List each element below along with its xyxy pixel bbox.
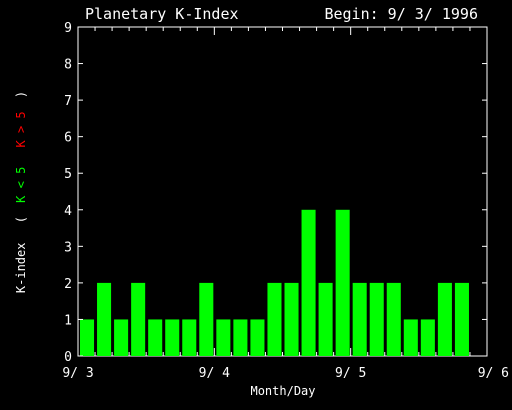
bar: [148, 319, 163, 356]
bar: [97, 282, 112, 356]
svg-text:K-index ( K <: K-index ( K < 5 K > 5 ): [14, 91, 28, 293]
bar: [182, 319, 197, 356]
bar: [437, 282, 452, 356]
bar: [284, 282, 299, 356]
x-axis-label: Month/Day: [250, 384, 315, 398]
y-axis-label: K-index ( K < 5 K > 5 ): [14, 91, 28, 293]
y-tick-label: 7: [64, 94, 72, 109]
y-tick-label: 3: [64, 240, 72, 255]
bar: [199, 282, 214, 356]
bar: [335, 209, 350, 356]
bar: [403, 319, 418, 356]
bar: [216, 319, 231, 356]
chart-title: Planetary K-Index: [85, 5, 239, 23]
y-tick-label: 4: [64, 204, 72, 219]
bar: [114, 319, 129, 356]
y-tick-label: 0: [64, 350, 72, 365]
y-tick-label: 9: [64, 21, 72, 36]
x-tick-label: 9/ 6: [478, 366, 509, 381]
bar: [165, 319, 180, 356]
bar: [420, 319, 435, 356]
bar: [352, 282, 367, 356]
y-axis-ticks: 0 1 2 3 4 5 6 7 8 9: [64, 21, 487, 365]
bar: [386, 282, 401, 356]
y-tick-label: 6: [64, 131, 72, 146]
begin-date: Begin: 9/ 3/ 1996: [324, 5, 478, 23]
bar: [369, 282, 384, 356]
x-axis-ticks: 9/ 3 9/ 4 9/ 5 9/ 6: [62, 27, 509, 381]
x-tick-label: 9/ 4: [199, 366, 230, 381]
y-tick-label: 1: [64, 313, 72, 328]
bar: [80, 319, 95, 356]
bar: [454, 282, 469, 356]
bar: [233, 319, 248, 356]
x-tick-label: 9/ 5: [335, 366, 366, 381]
bar: [301, 209, 316, 356]
bar: [267, 282, 282, 356]
y-axis-label-red-range: K > 5: [14, 111, 28, 147]
y-axis-label-green-range: K < 5: [14, 167, 28, 203]
y-axis-label-close-paren: ): [14, 91, 28, 98]
bar-series: [80, 209, 469, 356]
bar: [318, 282, 333, 356]
y-axis-label-main: K-index: [14, 243, 28, 294]
y-tick-label: 5: [64, 167, 72, 182]
bar: [250, 319, 265, 356]
plot-area: 0 1 2 3 4 5 6 7 8 9 9/ 3 9/ 4 9/ 5 9/ 6: [62, 21, 509, 381]
y-tick-label: 2: [64, 277, 72, 292]
bar: [131, 282, 146, 356]
x-tick-label: 9/ 3: [62, 366, 93, 381]
y-axis-label-open-paren: (: [14, 216, 28, 223]
y-tick-label: 8: [64, 58, 72, 73]
